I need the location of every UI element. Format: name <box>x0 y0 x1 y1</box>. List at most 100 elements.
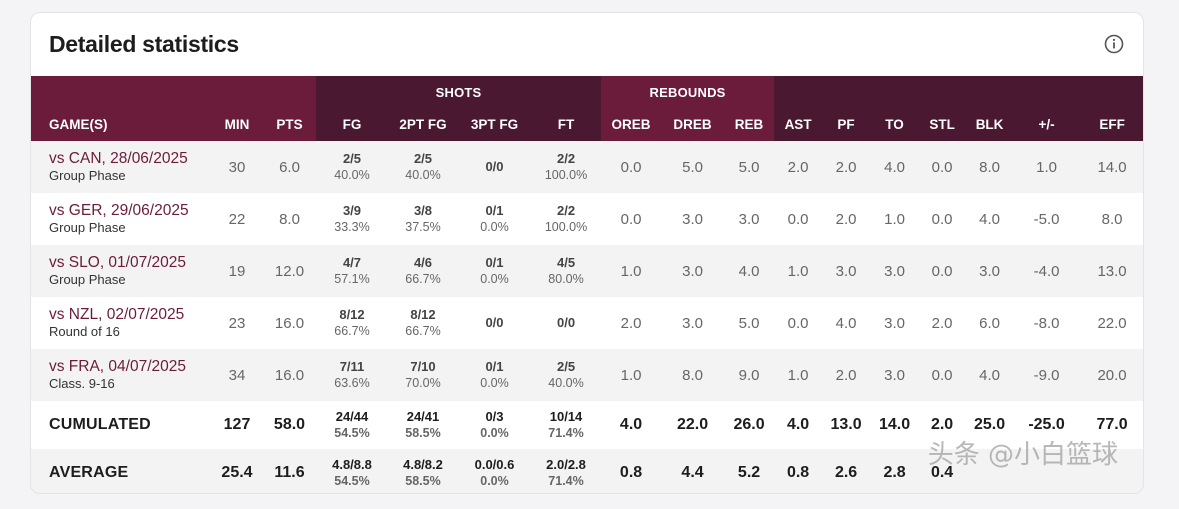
to-cell: 3.0 <box>870 245 920 297</box>
game-phase: Group Phase <box>49 272 126 287</box>
col-header-min[interactable]: MIN <box>211 108 263 141</box>
fg2-made-attempted: 4/6 <box>413 255 433 270</box>
to-cell: 4.0 <box>870 141 920 193</box>
stl-cell: 0.0 <box>919 141 966 193</box>
oreb-cell: 0.8 <box>601 449 662 493</box>
fg-cell: 3/9 33.3% <box>316 193 388 245</box>
reb-cell: 9.0 <box>724 349 775 401</box>
min-cell: 23 <box>211 297 263 349</box>
dreb-cell: 3.0 <box>661 245 725 297</box>
ft-cell: 4/5 80.0% <box>531 245 602 297</box>
game-cell: vs GER, 29/06/2025 Group Phase <box>31 193 211 245</box>
opponent-link[interactable]: vs NZL, 02/07/2025 <box>49 306 185 323</box>
ft-made-attempted: 2/2 <box>556 151 576 166</box>
eff-cell: 20.0 <box>1079 349 1143 401</box>
col-header-fg[interactable]: FG <box>316 108 388 141</box>
average-row: AVERAGE 25.4 11.6 4.8/8.8 54.5% 4.8/8.2 58.5% 0… <box>31 449 1143 493</box>
group-header-row: SHOTS REBOUNDS <box>31 76 1143 108</box>
reb-cell: 3.0 <box>724 193 775 245</box>
min-cell: 127 <box>211 401 263 449</box>
col-header-plus-minus[interactable]: +/- <box>1014 108 1080 141</box>
col-header-ft[interactable]: FT <box>531 108 602 141</box>
blk-cell: 6.0 <box>965 297 1015 349</box>
ast-cell: 1.0 <box>774 245 823 297</box>
game-rows: vs CAN, 28/06/2025 Group Phase 30 6.0 2/5 40.… <box>31 141 1143 401</box>
to-cell: 1.0 <box>870 193 920 245</box>
info-icon[interactable] <box>1104 34 1124 54</box>
ft-cell: 0/0 <box>531 297 602 349</box>
dreb-cell: 3.0 <box>661 297 725 349</box>
col-header-games[interactable]: GAME(S) <box>31 108 211 141</box>
col-header-reb[interactable]: REB <box>724 108 775 141</box>
opponent-link[interactable]: vs GER, 29/06/2025 <box>49 202 189 219</box>
dreb-cell: 3.0 <box>661 193 725 245</box>
col-header-pts[interactable]: PTS <box>263 108 316 141</box>
fg2-cell: 24/41 58.5% <box>388 401 458 449</box>
blk-cell: 8.0 <box>965 141 1015 193</box>
pts-cell: 8.0 <box>263 193 316 245</box>
ft-percentage: 40.0% <box>548 376 584 390</box>
col-header-stl[interactable]: STL <box>919 108 966 141</box>
reb-cell: 5.0 <box>724 297 775 349</box>
shots-group-header: SHOTS <box>316 76 602 108</box>
col-header-2pt-fg[interactable]: 2PT FG <box>388 108 458 141</box>
fg-percentage: 57.1% <box>334 272 370 286</box>
col-header-blk[interactable]: BLK <box>965 108 1015 141</box>
opponent-link[interactable]: vs FRA, 04/07/2025 <box>49 358 186 375</box>
fg-percentage: 54.5% <box>334 474 370 488</box>
col-header-dreb[interactable]: DREB <box>661 108 725 141</box>
game-row: vs FRA, 04/07/2025 Class. 9-16 34 16.0 7/11 6… <box>31 349 1143 401</box>
fg2-cell: 4/6 66.7% <box>388 245 458 297</box>
col-header-pf[interactable]: PF <box>822 108 871 141</box>
eff-cell: 14.0 <box>1079 141 1143 193</box>
detailed-statistics-card: Detailed statistics SHOTS REBOUNDS GAME(… <box>30 12 1144 494</box>
reb-cell: 4.0 <box>724 245 775 297</box>
ft-percentage: 71.4% <box>548 474 584 488</box>
fg2-percentage: 40.0% <box>405 168 441 182</box>
fg3-made-attempted: 0/0 <box>485 159 504 174</box>
fg-cell: 4/7 57.1% <box>316 245 388 297</box>
pm-cell: -5.0 <box>1014 193 1080 245</box>
col-header-oreb[interactable]: OREB <box>601 108 662 141</box>
eff-cell: 22.0 <box>1079 297 1143 349</box>
ft-cell: 2/2 100.0% <box>531 193 602 245</box>
pm-cell: -9.0 <box>1014 349 1080 401</box>
fg2-cell: 8/12 66.7% <box>388 297 458 349</box>
to-cell: 14.0 <box>870 401 920 449</box>
pm-cell <box>1014 449 1080 493</box>
pts-cell: 6.0 <box>263 141 316 193</box>
oreb-cell: 0.0 <box>601 193 662 245</box>
opponent-link[interactable]: vs CAN, 28/06/2025 <box>49 150 188 167</box>
ft-cell: 2.0/2.8 71.4% <box>531 449 602 493</box>
opponent-link[interactable]: vs SLO, 01/07/2025 <box>49 254 187 271</box>
fg3-made-attempted: 0/1 <box>485 359 504 374</box>
game-cell: vs NZL, 02/07/2025 Round of 16 <box>31 297 211 349</box>
watermark: 头条 @小白篮球 <box>927 440 1118 470</box>
min-cell: 34 <box>211 349 263 401</box>
col-header-eff[interactable]: EFF <box>1079 108 1143 141</box>
fg3-cell: 0/0 <box>458 141 531 193</box>
pf-cell: 3.0 <box>822 245 871 297</box>
fg3-cell: 0/1 0.0% <box>458 245 531 297</box>
fg3-cell: 0/0 <box>458 297 531 349</box>
pts-cell: 16.0 <box>263 297 316 349</box>
pts-cell: 11.6 <box>263 449 316 493</box>
game-phase: Round of 16 <box>49 324 120 339</box>
eff-cell: 77.0 <box>1079 401 1143 449</box>
fg2-percentage: 70.0% <box>405 376 441 390</box>
pts-cell: 58.0 <box>263 401 316 449</box>
stl-cell: 2.0 <box>919 401 966 449</box>
pf-cell: 13.0 <box>822 401 871 449</box>
stl-cell: 2.0 <box>919 297 966 349</box>
pf-cell: 2.0 <box>822 349 871 401</box>
col-header-to[interactable]: TO <box>870 108 920 141</box>
oreb-cell: 1.0 <box>601 245 662 297</box>
pts-cell: 16.0 <box>263 349 316 401</box>
reb-cell: 5.2 <box>724 449 775 493</box>
col-header-ast[interactable]: AST <box>774 108 823 141</box>
dreb-cell: 22.0 <box>661 401 725 449</box>
fg2-cell: 3/8 37.5% <box>388 193 458 245</box>
col-header-3pt-fg[interactable]: 3PT FG <box>458 108 531 141</box>
eff-cell: 8.0 <box>1079 193 1143 245</box>
game-cell: vs CAN, 28/06/2025 Group Phase <box>31 141 211 193</box>
